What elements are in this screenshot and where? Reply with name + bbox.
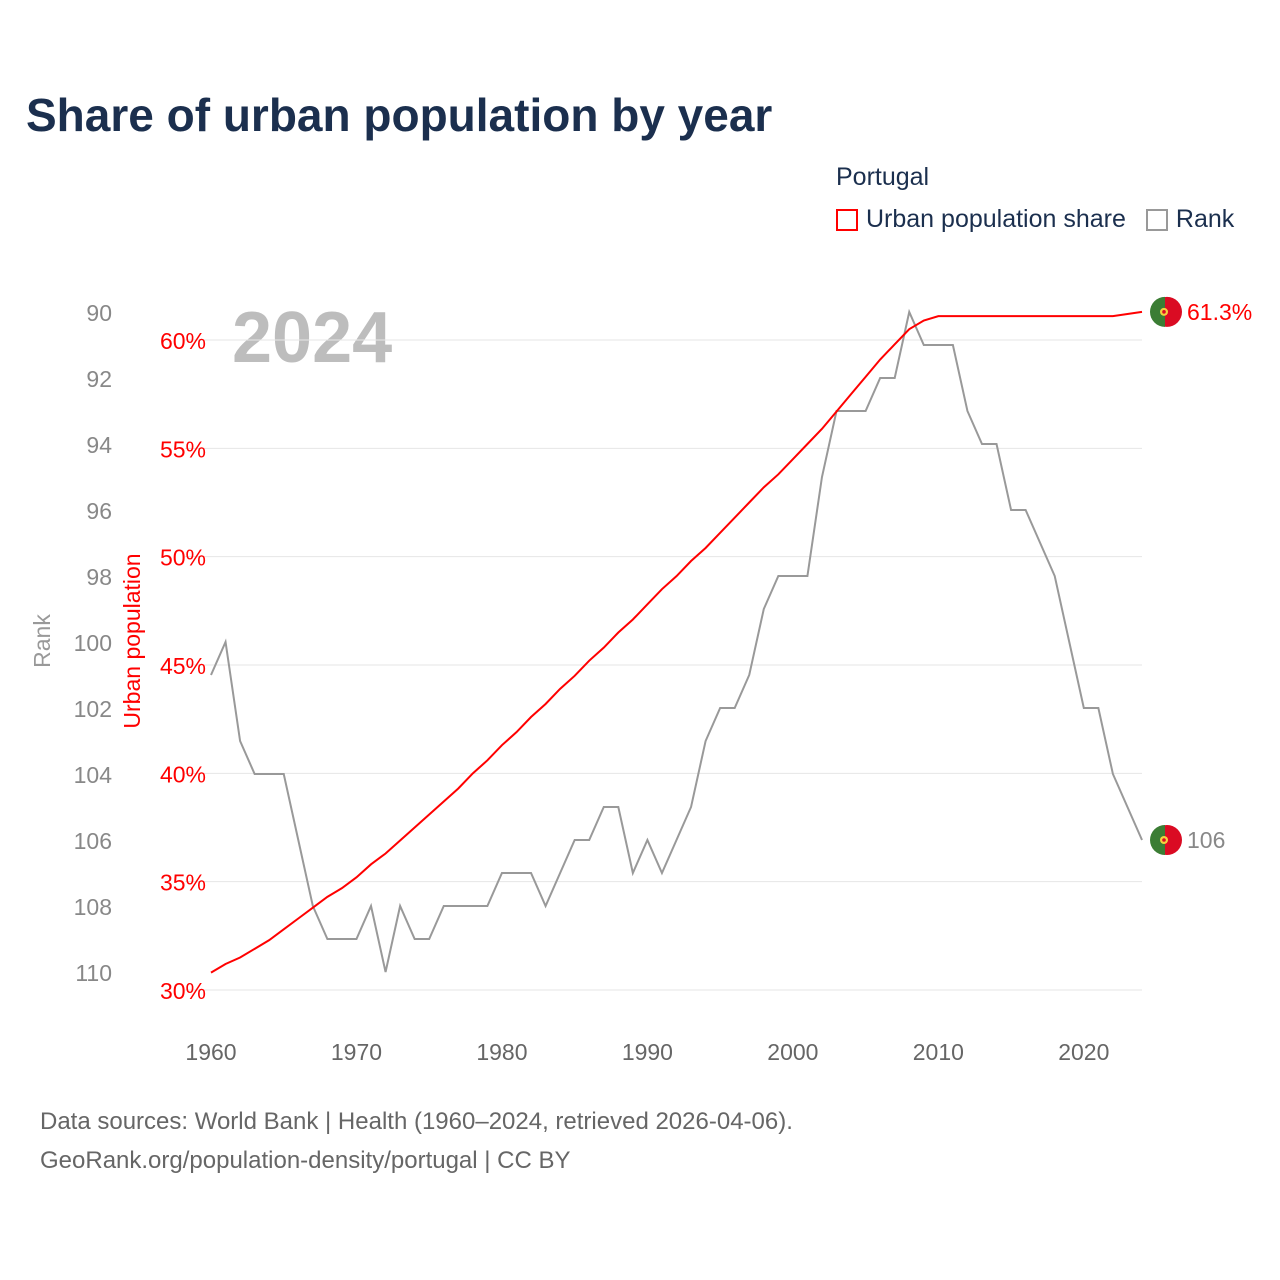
urban-axis-tick: 35% — [160, 870, 206, 896]
rank-axis-tick: 106 — [74, 828, 112, 854]
urban-end-label: 61.3% — [1187, 299, 1252, 325]
rank-axis-tick: 96 — [86, 498, 112, 524]
legend-label-rank[interactable]: Rank — [1175, 205, 1235, 233]
x-axis-tick: 2020 — [1058, 1039, 1109, 1065]
rank-end-label: 106 — [1187, 827, 1225, 853]
urban-axis-title: Urban population — [119, 553, 145, 728]
portugal-flag-icon — [1150, 825, 1182, 855]
footer-source: Data sources: World Bank | Health (1960–… — [40, 1108, 793, 1135]
x-axis-tick: 1960 — [185, 1039, 236, 1065]
year-watermark: 2024 — [232, 298, 392, 378]
rank-axis-tick: 94 — [86, 432, 112, 458]
legend-swatch-urban[interactable] — [836, 208, 858, 231]
urban-axis-tick: 45% — [160, 653, 206, 679]
footer-link[interactable]: GeoRank.org/population-density/portugal … — [40, 1147, 571, 1174]
rank-axis-tick: 90 — [86, 300, 112, 326]
rank-axis-tick: 108 — [74, 894, 112, 920]
x-axis-tick: 1990 — [622, 1039, 673, 1065]
rank-axis-tick: 102 — [74, 696, 112, 722]
urban-axis-tick: 30% — [160, 978, 206, 1004]
portugal-flag-icon — [1150, 296, 1182, 327]
legend-title: Portugal — [836, 163, 930, 191]
x-axis-tick: 1970 — [331, 1039, 382, 1065]
rank-line — [210, 308, 1143, 973]
urban-axis-tick: 60% — [160, 328, 206, 354]
legend: Urban population share Rank — [836, 205, 1234, 234]
urban-axis-tick: 40% — [160, 761, 206, 787]
x-axis-tick: 1980 — [476, 1039, 527, 1065]
legend-swatch-rank[interactable] — [1145, 208, 1168, 231]
rank-axis-tick: 110 — [75, 960, 112, 986]
rank-axis-tick: 92 — [86, 366, 112, 392]
urban-share-line — [210, 310, 1143, 974]
rank-axis-tick: 98 — [86, 564, 112, 590]
x-axis-tick: 2000 — [767, 1039, 818, 1065]
chart-title: Share of urban population by year — [26, 89, 773, 141]
x-axis-tick: 2010 — [913, 1039, 964, 1065]
urban-axis-tick: 55% — [160, 436, 206, 462]
urban-axis-tick: 50% — [160, 545, 206, 571]
legend-label-urban[interactable]: Urban population share — [866, 205, 1126, 233]
rank-axis-tick: 104 — [74, 762, 113, 788]
rank-axis-title: Rank — [29, 614, 55, 668]
rank-axis-tick: 100 — [74, 630, 112, 656]
